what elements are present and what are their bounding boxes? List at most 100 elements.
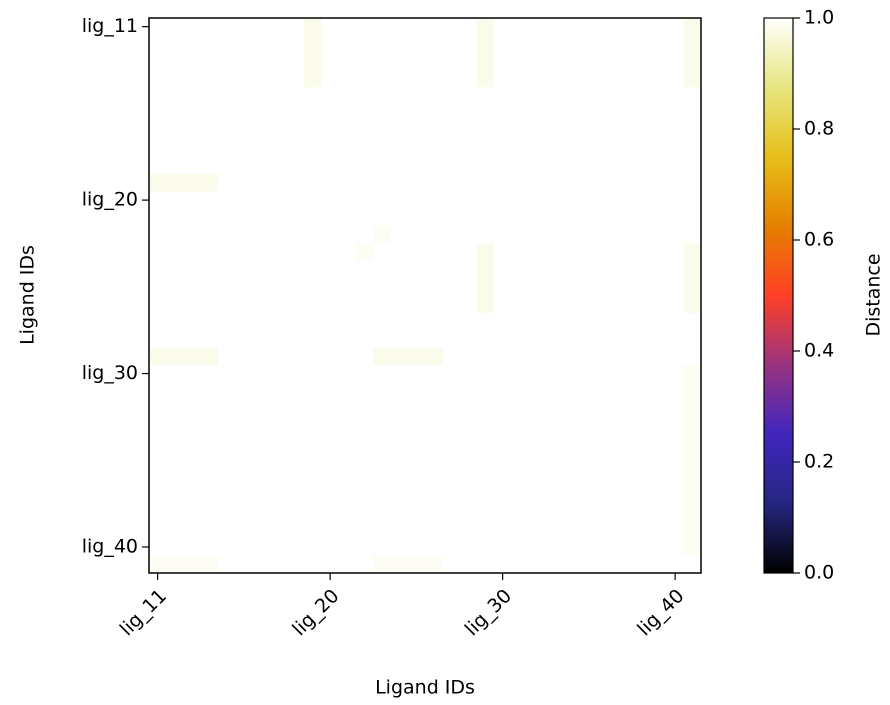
- heatmap-cell: [252, 434, 271, 452]
- heatmap-cell: [597, 52, 616, 71]
- heatmap-cell: [649, 538, 667, 556]
- heatmap-cell: [494, 70, 512, 88]
- heatmap-cell: [166, 18, 184, 36]
- heatmap-cell: [666, 399, 685, 418]
- heatmap-cell: [149, 35, 167, 53]
- heatmap-cell: [166, 260, 184, 279]
- heatmap-cell: [649, 295, 667, 314]
- y-axis-label: Ligand IDs: [17, 245, 39, 345]
- heatmap-cell: [632, 243, 650, 262]
- heatmap-cell: [407, 278, 426, 296]
- heatmap-cell: [149, 503, 167, 522]
- heatmap-cell: [511, 312, 529, 331]
- heatmap-cell: [321, 18, 340, 36]
- heatmap-cell: [166, 486, 184, 504]
- heatmap-cell: [666, 243, 685, 262]
- heatmap-cell: [287, 278, 305, 296]
- heatmap-cell: [597, 18, 616, 36]
- heatmap-cell: [218, 278, 236, 296]
- heatmap-cell: [269, 295, 288, 314]
- heatmap-cell: [580, 312, 598, 331]
- heatmap-cell: [287, 416, 305, 435]
- heatmap-cell: [149, 278, 167, 296]
- heatmap-cell: [218, 260, 236, 279]
- heatmap-cell: [304, 451, 322, 470]
- heatmap-cell: [666, 35, 685, 53]
- heatmap-cell: [425, 399, 443, 418]
- heatmap-cell: [390, 555, 409, 574]
- heatmap-cell: [287, 18, 305, 36]
- heatmap-cell: [580, 555, 598, 574]
- heatmap-cell: [356, 555, 374, 574]
- heatmap-cell: [476, 139, 495, 158]
- heatmap-cell: [580, 347, 598, 366]
- heatmap-cell: [459, 243, 478, 262]
- heatmap-cell: [528, 208, 547, 227]
- heatmap-cell: [373, 87, 391, 106]
- heatmap-cell: [494, 555, 512, 574]
- heatmap-cell: [252, 364, 271, 383]
- heatmap-cell: [166, 104, 184, 123]
- heatmap-cell: [252, 416, 271, 435]
- heatmap-cell: [373, 208, 391, 227]
- heatmap-cell: [304, 139, 322, 158]
- heatmap-cell: [356, 191, 374, 210]
- heatmap-cell: [166, 330, 184, 348]
- heatmap-cell: [338, 35, 357, 53]
- heatmap-cell: [390, 347, 409, 366]
- heatmap-cell: [390, 52, 409, 71]
- heatmap-cell: [218, 156, 236, 175]
- heatmap-cell: [338, 364, 357, 383]
- heatmap-cell: [200, 416, 219, 435]
- heatmap-cell: [235, 87, 253, 106]
- heatmap-cell: [545, 139, 564, 158]
- heatmap-cell: [614, 226, 633, 244]
- heatmap-cell: [373, 451, 391, 470]
- heatmap-cell: [269, 208, 288, 227]
- heatmap-cell: [390, 208, 409, 227]
- heatmap-cell: [356, 486, 374, 504]
- heatmap-cell: [183, 503, 202, 522]
- heatmap-cell: [425, 486, 443, 504]
- heatmap-cell: [218, 122, 236, 140]
- heatmap-cell: [545, 503, 564, 522]
- heatmap-cell: [459, 503, 478, 522]
- heatmap-cell: [563, 243, 581, 262]
- heatmap-cell: [356, 139, 374, 158]
- heatmap-cell: [459, 468, 478, 487]
- heatmap-cell: [494, 538, 512, 556]
- heatmap-cell: [632, 295, 650, 314]
- heatmap-cell: [666, 468, 685, 487]
- heatmap-cell: [614, 555, 633, 574]
- heatmap-cell: [287, 330, 305, 348]
- heatmap-cell: [666, 486, 685, 504]
- heatmap-cell: [459, 555, 478, 574]
- heatmap-cell: [563, 538, 581, 556]
- heatmap-cell: [149, 555, 167, 574]
- heatmap-cell: [528, 364, 547, 383]
- heatmap-cell: [269, 330, 288, 348]
- heatmap-cell: [356, 382, 374, 400]
- heatmap-cell: [235, 451, 253, 470]
- heatmap-cell: [218, 538, 236, 556]
- heatmap-cell: [632, 87, 650, 106]
- heatmap-cell: [287, 347, 305, 366]
- heatmap-cell: [390, 70, 409, 88]
- heatmap-cell: [494, 278, 512, 296]
- heatmap-cell: [373, 416, 391, 435]
- heatmap-cell: [304, 70, 322, 88]
- heatmap-cell: [183, 538, 202, 556]
- heatmap-cell: [356, 260, 374, 279]
- heatmap-cell: [545, 104, 564, 123]
- heatmap-cell: [442, 468, 460, 487]
- heatmap-cell: [511, 295, 529, 314]
- heatmap-cell: [442, 278, 460, 296]
- heatmap-cell: [218, 226, 236, 244]
- heatmap-cell: [235, 434, 253, 452]
- x-tick-label: lig_30: [461, 585, 516, 640]
- y-tick-label: lig_40: [82, 535, 138, 557]
- heatmap-cell: [235, 174, 253, 192]
- heatmap-cell: [649, 364, 667, 383]
- heatmap-cell: [235, 156, 253, 175]
- heatmap-cell: [200, 468, 219, 487]
